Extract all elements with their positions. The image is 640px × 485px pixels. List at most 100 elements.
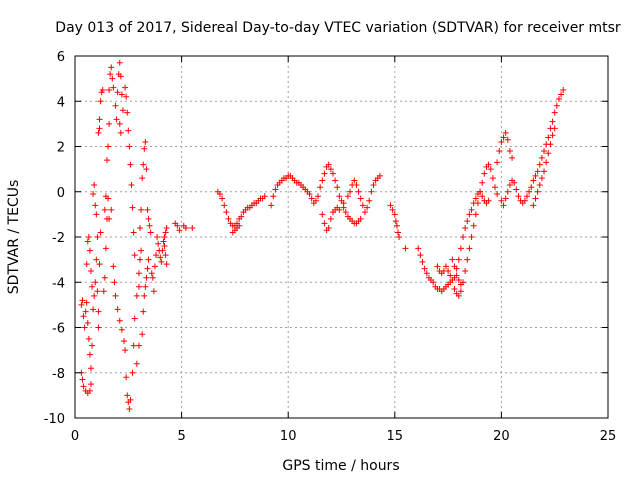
y-tick-label: 6 xyxy=(57,50,65,65)
data-point xyxy=(536,181,543,188)
data-point xyxy=(402,245,409,252)
data-point xyxy=(325,161,332,168)
data-point xyxy=(144,206,151,213)
data-point xyxy=(560,86,567,93)
data-point xyxy=(219,195,226,202)
data-point xyxy=(130,342,137,349)
data-point xyxy=(87,381,94,388)
data-point xyxy=(551,125,558,132)
data-point xyxy=(131,252,138,259)
data-point xyxy=(97,98,104,105)
data-point xyxy=(543,159,550,166)
data-point xyxy=(106,86,113,93)
data-point xyxy=(97,229,104,236)
data-point xyxy=(370,181,377,188)
data-point xyxy=(500,202,507,209)
data-point xyxy=(347,188,354,195)
data-point xyxy=(336,193,343,200)
data-point xyxy=(549,118,556,125)
data-point xyxy=(498,138,505,145)
data-point xyxy=(541,168,548,175)
data-point xyxy=(141,145,148,152)
data-point xyxy=(116,59,123,66)
data-point xyxy=(236,222,243,229)
data-point xyxy=(332,177,339,184)
data-point xyxy=(430,279,437,286)
data-point xyxy=(103,215,110,222)
data-point xyxy=(419,258,426,265)
data-point xyxy=(460,234,467,240)
data-point xyxy=(140,161,147,168)
x-axis-label: GPS time / hours xyxy=(282,458,399,474)
data-point xyxy=(121,338,128,345)
data-point xyxy=(114,306,121,313)
data-point xyxy=(351,177,358,184)
data-point xyxy=(357,215,364,222)
data-point xyxy=(135,283,142,290)
data-point xyxy=(549,132,556,139)
data-point xyxy=(547,141,554,148)
data-point xyxy=(108,206,115,213)
data-point xyxy=(163,261,170,268)
data-point xyxy=(306,191,313,198)
data-point xyxy=(321,220,328,227)
data-point xyxy=(87,267,94,274)
data-point xyxy=(534,188,541,195)
data-point xyxy=(96,116,103,123)
data-point xyxy=(470,200,477,207)
data-point xyxy=(327,166,334,173)
data-point xyxy=(161,234,168,240)
y-tick-label: -6 xyxy=(52,322,65,337)
data-point xyxy=(90,191,97,198)
data-point xyxy=(119,107,126,114)
data-point xyxy=(138,247,145,254)
data-point xyxy=(155,240,162,247)
y-tick-label: 4 xyxy=(57,95,65,110)
data-point xyxy=(93,211,100,218)
data-point xyxy=(151,263,158,270)
data-point xyxy=(122,347,129,354)
data-point xyxy=(99,86,106,93)
data-point xyxy=(83,299,90,306)
data-point xyxy=(317,184,324,191)
data-point xyxy=(110,84,117,91)
data-point xyxy=(117,73,124,80)
data-point xyxy=(137,224,144,231)
data-point xyxy=(139,331,146,338)
data-point xyxy=(112,292,119,299)
data-point xyxy=(95,129,102,136)
data-point xyxy=(472,195,479,202)
data-point xyxy=(353,181,360,188)
data-point xyxy=(538,154,545,161)
y-tick-label: -4 xyxy=(52,276,65,291)
data-point xyxy=(538,175,545,182)
data-point xyxy=(340,200,347,207)
data-point xyxy=(387,202,394,209)
data-point xyxy=(270,193,277,200)
data-point xyxy=(142,283,149,290)
data-point xyxy=(135,342,142,349)
data-point xyxy=(389,206,396,213)
data-point xyxy=(506,148,513,155)
data-point xyxy=(455,276,462,283)
data-point xyxy=(526,188,533,195)
data-point xyxy=(272,186,279,193)
data-point xyxy=(460,279,467,286)
y-tick-label: -2 xyxy=(52,231,65,246)
data-point xyxy=(457,245,464,252)
data-point xyxy=(500,134,507,141)
data-point xyxy=(504,188,511,195)
data-point xyxy=(455,256,462,263)
data-point xyxy=(545,134,552,141)
data-point xyxy=(116,317,123,324)
data-point xyxy=(489,175,496,182)
y-tick-label: -10 xyxy=(44,412,65,427)
data-point xyxy=(108,64,115,71)
data-point xyxy=(368,188,375,195)
data-point xyxy=(464,218,471,225)
data-point xyxy=(81,324,88,331)
data-point xyxy=(470,222,477,229)
data-point xyxy=(334,184,341,191)
